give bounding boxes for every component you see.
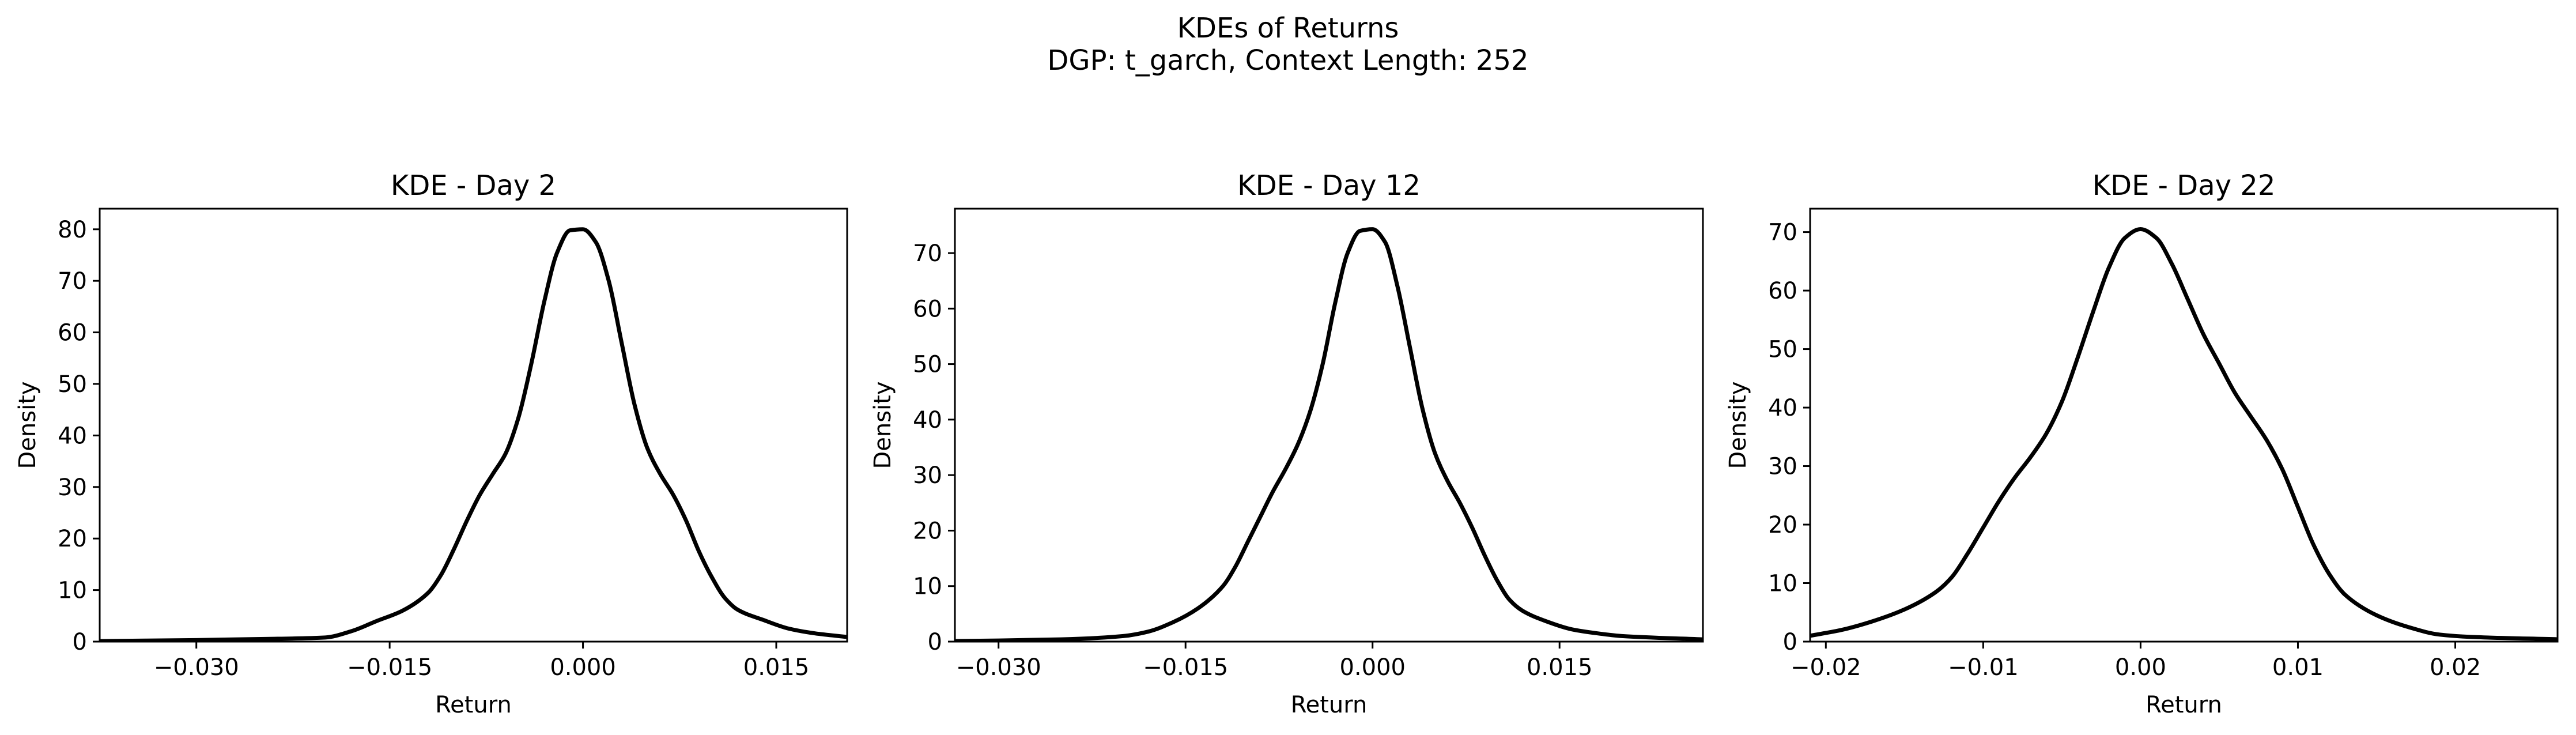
y-tick-label: 0	[73, 629, 87, 655]
panel-title: KDE - Day 12	[1237, 169, 1421, 202]
x-tick-label: −0.030	[956, 654, 1041, 681]
figure-title-line1: KDEs of Returns	[1177, 12, 1399, 44]
plot-frame	[99, 208, 848, 643]
y-tick-label: 70	[913, 240, 942, 267]
x-tick-label: 0.000	[1339, 654, 1406, 681]
y-tick-label: 10	[1768, 571, 1797, 597]
y-axis-label: Density	[14, 381, 41, 469]
plot-frame	[1809, 208, 2559, 643]
y-tick-label: 60	[58, 320, 87, 346]
plot-frame	[954, 208, 1704, 643]
x-axis-label: Return	[1291, 692, 1368, 718]
y-tick-label: 10	[58, 578, 87, 604]
x-tick-label: 0.015	[1527, 654, 1593, 681]
y-tick-label: 50	[913, 352, 942, 378]
y-tick-label: 60	[913, 296, 942, 322]
y-tick-label: 80	[58, 217, 87, 243]
panel-title: KDE - Day 2	[391, 169, 556, 202]
y-tick-label: 40	[58, 423, 87, 449]
y-tick-label: 70	[1768, 220, 1797, 246]
x-tick-label: −0.015	[1143, 654, 1228, 681]
y-tick-label: 40	[1768, 395, 1797, 421]
x-tick-label: 0.00	[2115, 654, 2166, 681]
panel-title: KDE - Day 22	[2092, 169, 2276, 202]
kde-curve	[100, 227, 847, 642]
x-axis-label: Return	[2146, 692, 2222, 718]
y-tick-label: 20	[1768, 512, 1797, 538]
y-axis-label: Density	[870, 381, 896, 469]
y-tick-label: 50	[1768, 337, 1797, 363]
y-tick-label: 10	[913, 574, 942, 600]
kde-panel-day-2: KDE - Day 2 −0.030 −0.015 0.000 0.015 0 10 20 30…	[14, 169, 848, 718]
y-tick-label: 40	[913, 407, 942, 434]
x-axis-label: Return	[435, 692, 512, 718]
x-tick-label: 0.000	[550, 654, 616, 681]
kde-curve	[1810, 227, 2558, 642]
y-tick-label: 0	[1783, 629, 1797, 655]
x-tick-label: −0.015	[347, 654, 432, 681]
y-tick-label: 20	[913, 518, 942, 544]
y-tick-label: 60	[1768, 278, 1797, 304]
kde-panel-day-22: KDE - Day 22 −0.02 −0.01 0.00 0.01 0.02 0 10 20 3…	[1725, 169, 2559, 718]
x-tick-label: −0.01	[1948, 654, 2019, 681]
y-tick-label: 20	[58, 526, 87, 552]
y-tick-label: 30	[1768, 454, 1797, 480]
x-tick-label: 0.01	[2272, 654, 2324, 681]
kde-panel-day-12: KDE - Day 12 −0.030 −0.015 0.000 0.015 0 10 20 3…	[870, 169, 1704, 718]
figure-title-line2: DGP: t_garch, Context Length: 252	[1047, 44, 1528, 77]
y-tick-label: 50	[58, 371, 87, 398]
x-tick-label: −0.030	[154, 654, 239, 681]
y-tick-label: 30	[58, 474, 87, 501]
kde-curve	[955, 227, 1703, 642]
y-axis-label: Density	[1725, 381, 1751, 469]
y-tick-label: 70	[58, 268, 87, 295]
y-tick-label: 30	[913, 462, 942, 489]
y-tick-label: 0	[928, 629, 942, 655]
x-tick-label: −0.02	[1791, 654, 1861, 681]
x-tick-label: 0.015	[743, 654, 810, 681]
x-tick-label: 0.02	[2430, 654, 2481, 681]
